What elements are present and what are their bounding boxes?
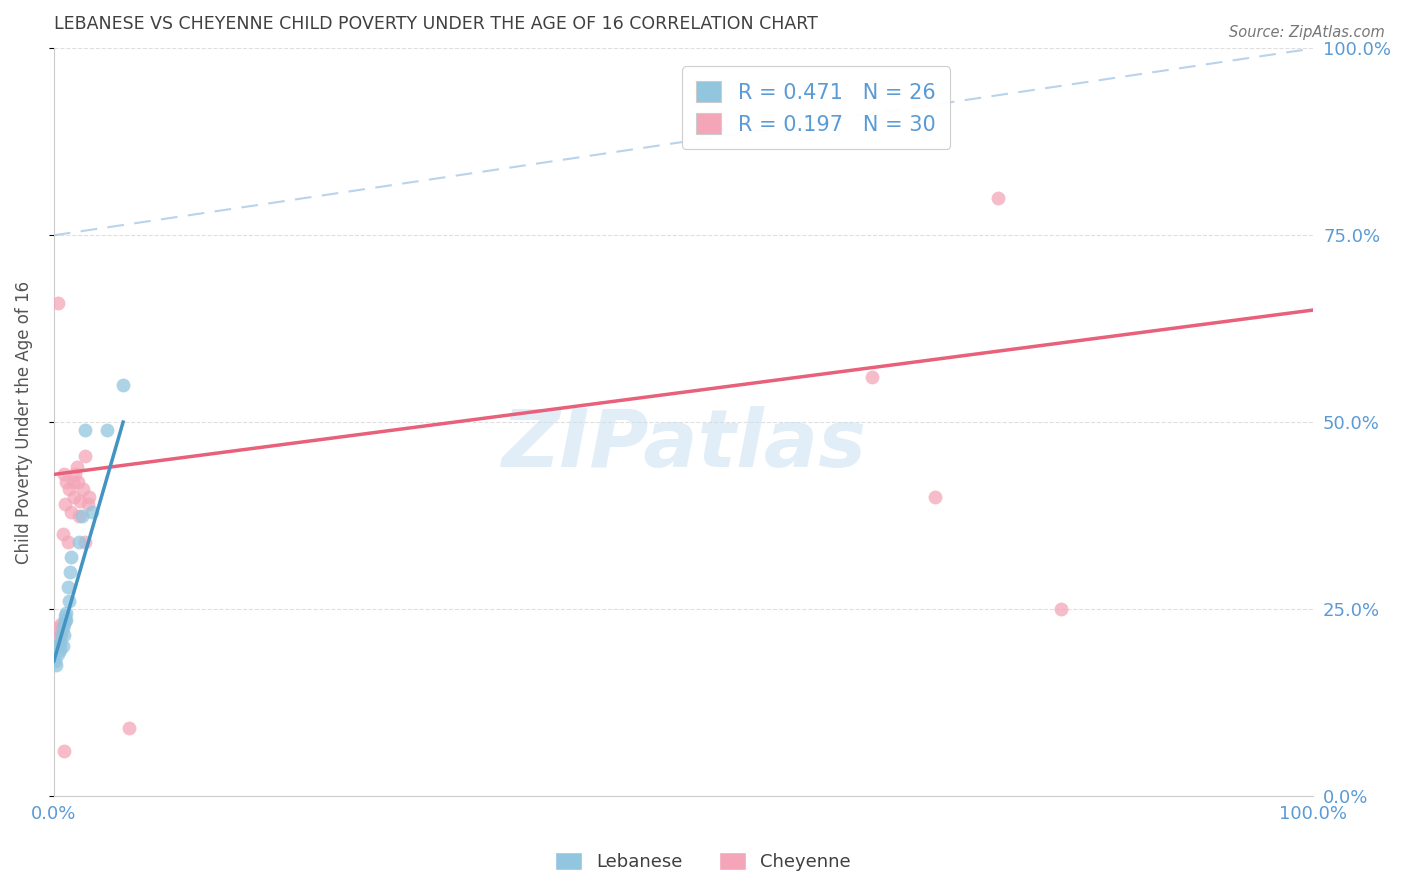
Point <box>62 475 84 489</box>
Point <box>69 493 91 508</box>
Point <box>65 459 87 474</box>
Point <box>66 475 89 489</box>
Text: LEBANESE VS CHEYENNE CHILD POVERTY UNDER THE AGE OF 16 CORRELATION CHART: LEBANESE VS CHEYENNE CHILD POVERTY UNDER… <box>53 15 818 33</box>
Point <box>46 640 69 654</box>
Point <box>63 490 86 504</box>
Point <box>60 505 83 519</box>
Point <box>75 534 97 549</box>
Point <box>46 647 69 661</box>
Point <box>96 423 118 437</box>
Point <box>46 295 69 310</box>
Point <box>56 580 79 594</box>
Point <box>58 483 80 497</box>
Point <box>77 490 100 504</box>
Point <box>67 534 90 549</box>
Point <box>72 483 94 497</box>
Point <box>862 370 884 384</box>
Point <box>987 191 1010 205</box>
Point <box>58 594 80 608</box>
Point <box>75 449 97 463</box>
Point <box>52 467 75 482</box>
Point <box>53 609 76 624</box>
Point <box>56 534 79 549</box>
Point <box>60 549 83 564</box>
Point <box>76 497 98 511</box>
Y-axis label: Child Poverty Under the Age of 16: Child Poverty Under the Age of 16 <box>15 281 32 564</box>
Point <box>75 423 97 437</box>
Point <box>51 628 73 642</box>
Point <box>48 640 70 654</box>
Point <box>80 505 103 519</box>
Point <box>1050 602 1073 616</box>
Point <box>55 606 77 620</box>
Point <box>52 744 75 758</box>
Point <box>52 527 75 541</box>
Point <box>52 628 75 642</box>
Point <box>45 657 67 672</box>
Point <box>52 640 75 654</box>
Point <box>118 722 141 736</box>
Point <box>70 508 93 523</box>
Legend: Lebanese, Cheyenne: Lebanese, Cheyenne <box>548 845 858 879</box>
Point <box>48 632 70 646</box>
Point <box>53 613 76 627</box>
Point <box>44 654 66 668</box>
Point <box>52 616 75 631</box>
Point <box>67 508 90 523</box>
Text: ZIPatlas: ZIPatlas <box>501 406 866 483</box>
Point <box>52 621 75 635</box>
Point <box>51 616 73 631</box>
Text: Source: ZipAtlas.com: Source: ZipAtlas.com <box>1229 25 1385 40</box>
Point <box>55 613 77 627</box>
Point <box>924 490 946 504</box>
Legend: R = 0.471   N = 26, R = 0.197   N = 30: R = 0.471 N = 26, R = 0.197 N = 30 <box>682 66 950 149</box>
Point <box>45 621 67 635</box>
Point <box>49 624 72 639</box>
Point <box>55 475 77 489</box>
Point <box>65 467 87 482</box>
Point <box>53 497 76 511</box>
Point <box>49 635 72 649</box>
Point <box>112 377 135 392</box>
Point <box>59 565 82 579</box>
Point <box>49 643 72 657</box>
